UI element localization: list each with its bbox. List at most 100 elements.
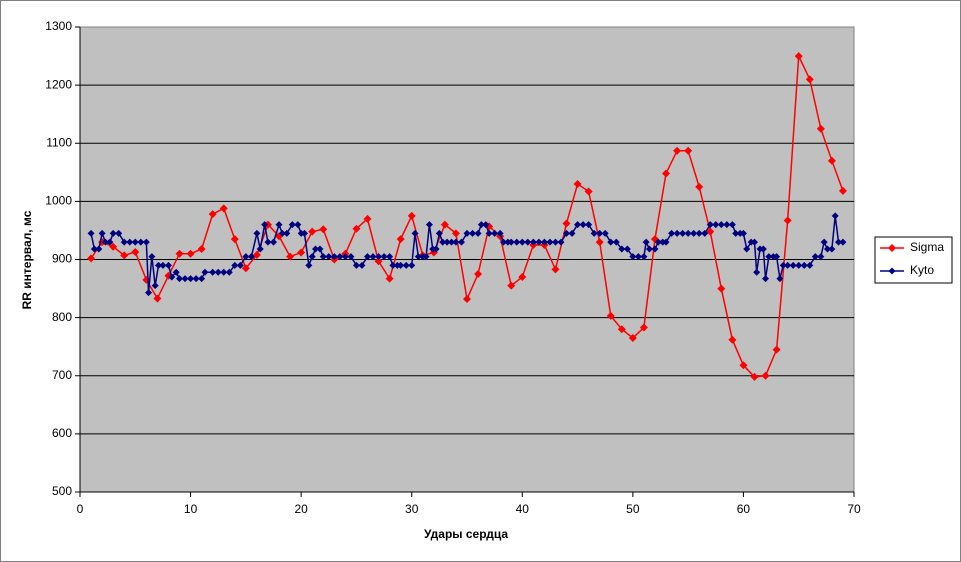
data-point xyxy=(474,229,482,237)
data-point xyxy=(590,229,598,237)
data-point xyxy=(275,221,283,229)
data-point xyxy=(261,221,269,229)
data-point xyxy=(197,245,206,254)
data-point xyxy=(779,261,787,269)
data-point xyxy=(319,225,328,234)
data-point xyxy=(673,146,682,155)
data-point xyxy=(728,221,736,229)
data-point xyxy=(198,275,206,283)
data-point xyxy=(679,229,687,237)
data-point xyxy=(573,179,582,188)
data-point xyxy=(120,251,129,260)
data-point xyxy=(181,275,189,283)
data-point xyxy=(654,238,662,246)
data-point xyxy=(385,274,394,283)
data-point xyxy=(236,261,244,269)
data-point xyxy=(723,221,731,229)
data-point xyxy=(288,221,296,229)
data-point xyxy=(363,214,372,223)
data-point xyxy=(618,245,626,253)
data-point xyxy=(743,245,751,253)
data-point xyxy=(286,252,295,261)
data-point xyxy=(358,261,366,269)
data-point xyxy=(109,229,117,237)
data-point xyxy=(252,250,261,259)
data-point xyxy=(477,221,485,229)
data-point xyxy=(662,169,671,178)
x-tick-label: 60 xyxy=(737,502,751,516)
y-tick-label: 1200 xyxy=(45,77,72,91)
data-point xyxy=(305,261,313,269)
data-point xyxy=(823,245,831,253)
data-point xyxy=(363,253,371,261)
data-point xyxy=(151,282,159,290)
data-point xyxy=(617,325,626,334)
data-point xyxy=(131,238,139,246)
data-point xyxy=(639,323,648,332)
data-point xyxy=(513,238,521,246)
data-point xyxy=(87,254,96,263)
data-point xyxy=(463,229,471,237)
data-point xyxy=(109,242,118,251)
data-point xyxy=(452,238,460,246)
data-point xyxy=(759,245,767,253)
data-point xyxy=(440,220,449,229)
data-point xyxy=(422,253,430,261)
data-point xyxy=(386,253,394,261)
data-point xyxy=(369,253,377,261)
legend-label: Sigma xyxy=(910,240,944,254)
data-point xyxy=(300,229,308,237)
data-point xyxy=(435,229,443,237)
data-point xyxy=(187,275,195,283)
data-point xyxy=(546,238,554,246)
data-point xyxy=(408,261,416,269)
data-point xyxy=(336,253,344,261)
data-point xyxy=(645,245,653,253)
data-point xyxy=(596,229,604,237)
data-point xyxy=(374,257,383,266)
data-point xyxy=(568,229,576,237)
data-point xyxy=(562,219,571,228)
data-point xyxy=(584,187,593,196)
data-point xyxy=(762,275,770,283)
data-point xyxy=(155,261,163,269)
data-point xyxy=(684,146,693,155)
data-point xyxy=(457,238,465,246)
data-point xyxy=(835,238,843,246)
y-tick-label: 500 xyxy=(52,484,72,498)
data-point xyxy=(783,216,792,225)
data-point xyxy=(389,261,397,269)
data-point xyxy=(811,253,819,261)
data-point xyxy=(706,227,715,236)
data-point xyxy=(820,238,828,246)
data-point xyxy=(753,268,761,276)
data-point xyxy=(443,238,451,246)
data-point xyxy=(347,253,355,261)
data-point xyxy=(352,261,360,269)
data-point xyxy=(806,261,814,269)
data-point xyxy=(739,229,747,237)
data-point xyxy=(98,229,106,237)
data-point xyxy=(838,186,847,195)
data-point xyxy=(231,261,239,269)
data-point xyxy=(219,204,228,213)
data-point xyxy=(761,371,770,380)
data-point xyxy=(474,270,483,279)
data-point xyxy=(380,253,388,261)
data-point xyxy=(270,238,277,246)
data-point xyxy=(579,221,587,229)
data-point xyxy=(551,265,560,274)
data-point xyxy=(585,221,593,229)
data-point xyxy=(137,238,145,246)
data-point xyxy=(690,229,698,237)
data-point xyxy=(247,253,255,261)
data-point xyxy=(341,253,349,261)
data-point xyxy=(396,235,405,244)
data-point xyxy=(673,229,681,237)
data-point xyxy=(640,253,648,261)
data-point xyxy=(629,253,637,261)
data-point xyxy=(739,361,748,370)
data-point xyxy=(325,253,333,261)
